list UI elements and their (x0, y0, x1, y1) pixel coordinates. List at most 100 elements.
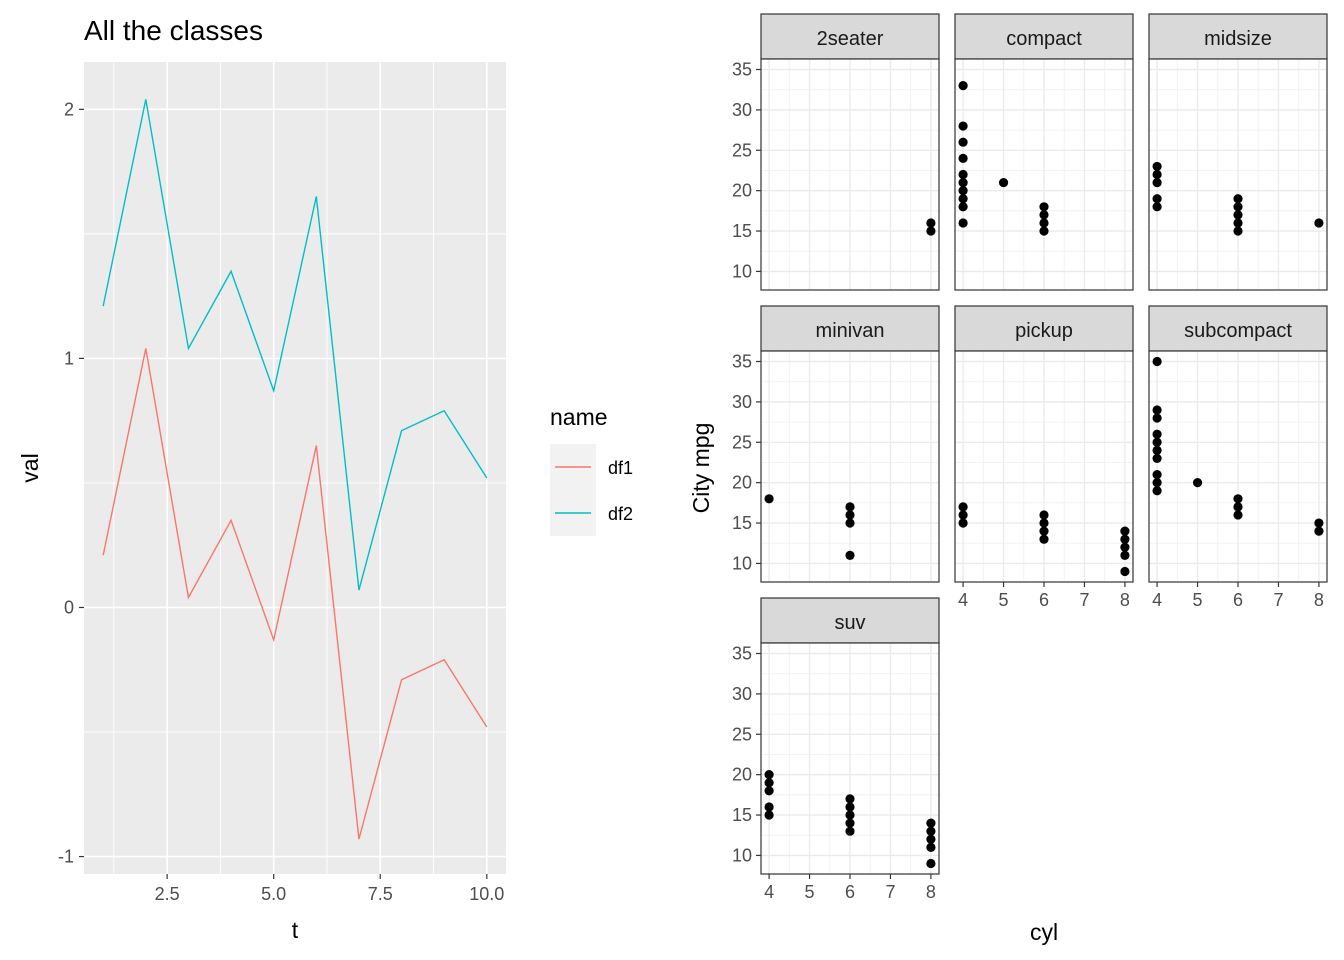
x-tick-label: 10.0 (469, 884, 504, 904)
x-tick-label: 8 (926, 882, 936, 902)
facet-panel-border (760, 350, 940, 583)
y-tick-label: 20 (732, 473, 752, 493)
y-tick-label: 10 (732, 261, 752, 281)
y-tick-label: -1 (58, 847, 74, 867)
data-point (1152, 161, 1162, 172)
data-point (958, 121, 968, 131)
facet-strip-label: compact (1006, 28, 1082, 50)
legend-label-df2: df2 (608, 504, 633, 524)
data-point (926, 842, 936, 852)
data-point (958, 177, 968, 188)
data-point (958, 218, 968, 228)
facet-y-axis-title: City mpg (688, 423, 714, 514)
data-point (958, 186, 968, 196)
data-point (1152, 453, 1162, 464)
x-tick-label: 5 (1193, 590, 1203, 610)
y-tick-label: 35 (732, 644, 752, 664)
data-point (926, 858, 936, 869)
data-point (1152, 413, 1162, 423)
x-tick-label: 7 (1273, 590, 1283, 610)
facet-strip-label: pickup (1015, 320, 1073, 342)
data-point (1152, 478, 1162, 488)
y-tick-label: 30 (732, 392, 752, 412)
x-tick-label: 4 (764, 882, 774, 902)
line-chart-gridlines (84, 62, 506, 874)
legend-label-df1: df1 (608, 458, 633, 478)
data-point (958, 518, 968, 528)
x-tick-label: 5 (999, 590, 1009, 610)
y-tick-label: 1 (64, 348, 74, 368)
data-point (1233, 226, 1243, 236)
facet-strip-label: minivan (816, 320, 885, 342)
data-point (926, 818, 936, 828)
data-point (1120, 526, 1130, 536)
x-tick-label: 8 (1120, 590, 1130, 610)
y-tick-label: 10 (732, 553, 752, 573)
series-line-df2 (102, 99, 488, 591)
data-point (845, 818, 855, 828)
y-tick-label: 30 (732, 100, 752, 120)
data-point (1152, 177, 1162, 188)
line-chart-y-axis-title: val (17, 453, 43, 482)
x-tick-label: 4 (958, 590, 968, 610)
line-chart-panel (84, 62, 506, 874)
data-point (1233, 194, 1243, 204)
data-point (1233, 202, 1243, 212)
facet-panel-2seater: 2seater 10 15 20 25 30 35 (732, 13, 940, 291)
data-point (1152, 445, 1162, 455)
x-tick-label: 7 (1079, 590, 1089, 610)
data-point (958, 169, 968, 180)
data-point (1233, 218, 1243, 228)
data-point (1233, 502, 1243, 512)
facet-strip-label: suv (834, 612, 865, 634)
data-point (1039, 226, 1049, 236)
facet-strip (954, 305, 1134, 352)
data-point (1314, 518, 1324, 528)
facet-panel-subcompact: subcompact 4 5 6 7 8 (1148, 305, 1328, 610)
data-point (764, 778, 774, 788)
facet-strip-label: 2seater (817, 28, 884, 50)
facet-strip (1148, 305, 1328, 352)
line-chart-series (102, 99, 488, 840)
y-tick-label: 20 (732, 765, 752, 785)
data-point (845, 510, 855, 520)
data-point (1152, 437, 1162, 447)
line-chart-axes: 2.5 5.0 7.5 10.0 -1 0 1 2 (58, 99, 504, 904)
y-tick-label: 35 (732, 352, 752, 372)
data-point (845, 518, 855, 528)
data-point (1120, 534, 1130, 544)
data-point (1233, 494, 1243, 504)
data-point (1314, 218, 1324, 228)
data-point (845, 502, 855, 512)
data-point (845, 810, 855, 820)
data-point (958, 81, 968, 91)
data-point (1039, 518, 1049, 528)
data-point (1314, 526, 1324, 536)
facet-scatter-panels: 2seater 10 15 20 25 30 35 compact midsize minivan… (732, 13, 1328, 902)
data-point (1120, 542, 1130, 552)
facet-x-axis-title: cyl (1030, 919, 1058, 945)
data-point (1120, 566, 1130, 577)
facet-strip-label: midsize (1204, 28, 1272, 50)
y-tick-label: 20 (732, 181, 752, 201)
x-tick-label: 6 (1039, 590, 1049, 610)
facet-panel-midsize: midsize (1148, 13, 1328, 291)
data-point (1192, 478, 1203, 488)
data-point (764, 786, 774, 796)
line-chart-x-axis-title: t (292, 917, 299, 943)
facet-strip (760, 597, 940, 644)
x-tick-label: 4 (1152, 590, 1162, 610)
data-point (845, 550, 855, 560)
data-point (926, 226, 936, 236)
y-tick-label: 30 (732, 684, 752, 704)
data-point (764, 494, 774, 504)
data-point (1152, 194, 1162, 204)
data-point (1152, 405, 1162, 415)
data-point (845, 802, 855, 812)
x-tick-label: 7.5 (368, 884, 393, 904)
x-tick-label: 5.0 (261, 884, 286, 904)
series-line-df1 (102, 348, 488, 840)
y-tick-label: 2 (64, 99, 74, 119)
x-tick-label: 6 (1233, 590, 1243, 610)
